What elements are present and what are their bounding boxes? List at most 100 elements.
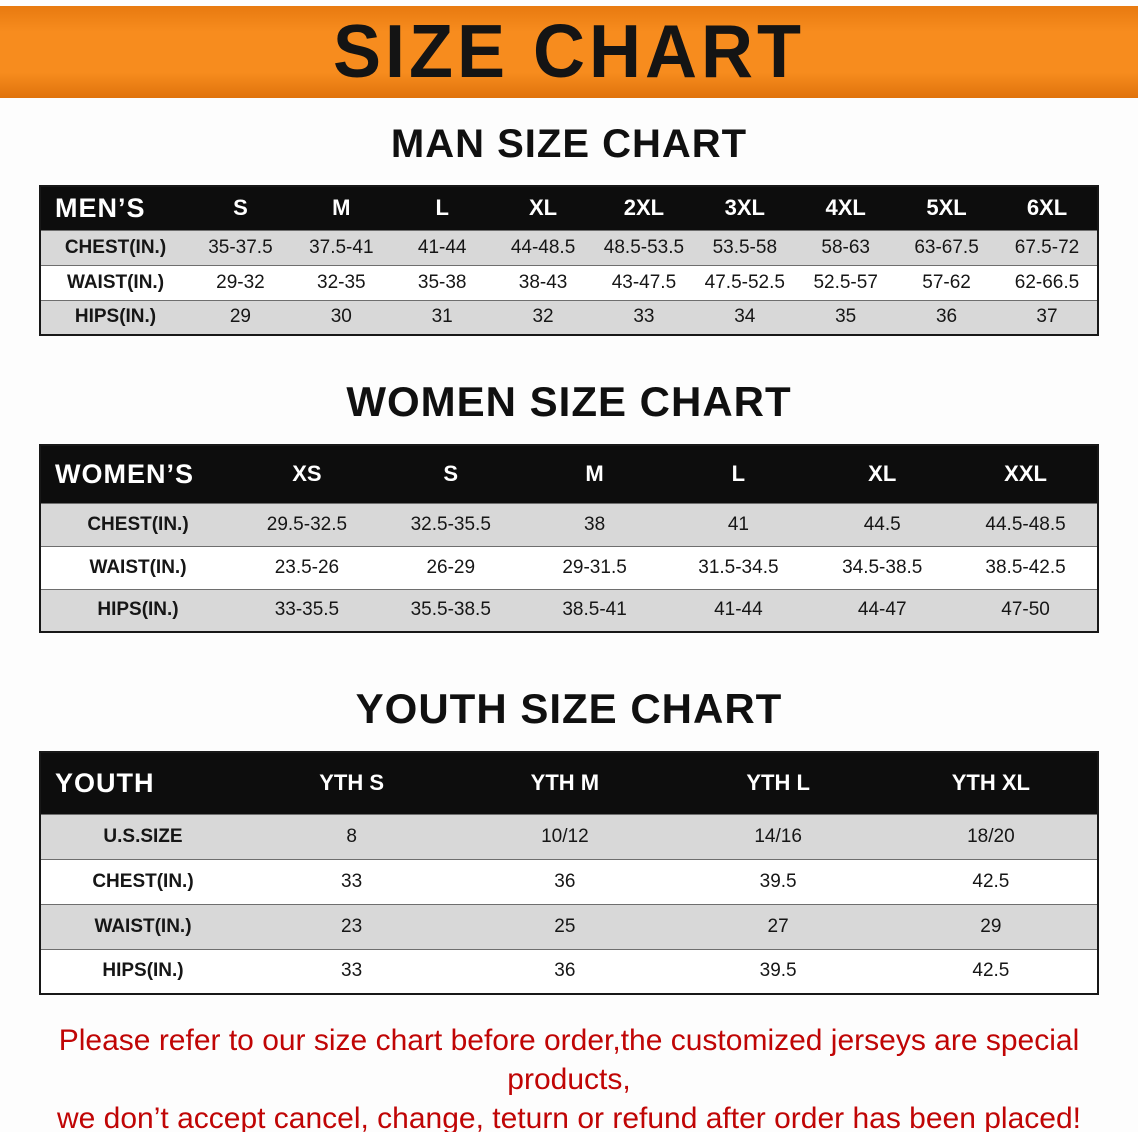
- youth-size-table: YOUTH YTH S YTH M YTH L YTH XL U.S.SIZE 8 10/12…: [39, 751, 1099, 995]
- size-value-cell: 35-37.5: [208, 236, 273, 258]
- size-value-cell: 43-47.5: [611, 271, 677, 293]
- table-title-cell: WOMEN’S: [40, 445, 235, 503]
- size-value-cell: 32: [532, 306, 554, 328]
- size-value-cell: 41-44: [417, 236, 467, 258]
- size-value-cell: 31.5-34.5: [698, 556, 779, 578]
- size-value-cell: 39.5: [759, 960, 797, 982]
- table-row: HIPS(IN.) 33 36 39.5 42.5: [40, 949, 1098, 994]
- table-row: U.S.SIZE 8 10/12 14/16 18/20: [40, 814, 1098, 859]
- size-value-cell: 33: [341, 960, 363, 982]
- size-header-cell: L: [666, 445, 811, 503]
- table-header-row: MEN’S S M L XL 2XL 3XL 4XL 5XL 6XL: [40, 186, 1098, 230]
- size-value-cell: 35: [835, 306, 857, 328]
- size-value-cell: 23.5-26: [274, 556, 340, 578]
- row-label-cell: HIPS(IN.): [102, 960, 184, 982]
- men-size-table: MEN’S S M L XL 2XL 3XL 4XL 5XL 6XL CHEST(IN.) 35-37…: [39, 185, 1099, 336]
- size-value-cell: 58-63: [821, 236, 870, 258]
- row-label-cell: HIPS(IN.): [74, 306, 157, 328]
- table-row: WAIST(IN.) 29-32 32-35 35-38 38-43 43-47.5 47.…: [40, 265, 1098, 300]
- size-value-cell: 63-67.5: [914, 236, 979, 258]
- size-value-cell: 37.5-41: [309, 236, 374, 258]
- man-size-heading: MAN SIZE CHART: [390, 122, 748, 166]
- size-header-cell: L: [391, 186, 493, 230]
- size-value-cell: 67.5-72: [1014, 236, 1080, 258]
- size-value-cell: 34: [734, 306, 756, 328]
- size-header-cell: 5XL: [896, 186, 997, 230]
- size-value-cell: 38.5-41: [562, 599, 627, 621]
- size-value-cell: 47-50: [1001, 599, 1050, 621]
- size-value-cell: 35-38: [417, 271, 467, 293]
- size-value-cell: 32-35: [317, 271, 366, 293]
- size-header-cell: S: [378, 445, 523, 503]
- row-label-cell: CHEST(IN.): [64, 236, 167, 258]
- size-value-cell: 8: [346, 825, 357, 847]
- size-header-cell: XL: [492, 186, 594, 230]
- size-value-cell: 47.5-52.5: [704, 271, 785, 293]
- size-header-cell: 2XL: [593, 186, 695, 230]
- size-header-cell: 3XL: [694, 186, 796, 230]
- size-header-cell: XS: [235, 445, 379, 503]
- row-label-cell: CHEST(IN.): [87, 513, 189, 535]
- size-value-cell: 10/12: [541, 825, 589, 847]
- table-row: HIPS(IN.) 33-35.5 35.5-38.5 38.5-41 41-44 44-…: [40, 589, 1098, 632]
- size-value-cell: 34.5-38.5: [842, 556, 923, 578]
- size-header-cell: YTH S: [245, 752, 459, 814]
- row-label-cell: HIPS(IN.): [97, 599, 179, 621]
- size-value-cell: 31: [431, 306, 453, 328]
- size-header-cell: YTH L: [671, 752, 885, 814]
- size-value-cell: 36: [935, 306, 958, 328]
- size-value-cell: 37: [1036, 306, 1058, 328]
- size-value-cell: 27: [767, 915, 789, 937]
- size-value-cell: 62-66.5: [1014, 271, 1080, 293]
- size-value-cell: 44-47: [857, 599, 907, 621]
- size-value-cell: 29-32: [216, 271, 265, 293]
- table-title-cell: MEN’S: [40, 186, 190, 230]
- size-value-cell: 42.5: [972, 870, 1010, 892]
- size-value-cell: 36: [554, 870, 576, 892]
- size-header-cell: M: [522, 445, 667, 503]
- size-header-cell: XXL: [954, 445, 1098, 503]
- table-row: WAIST(IN.) 23 25 27 29: [40, 904, 1098, 949]
- size-value-cell: 33: [633, 306, 655, 328]
- size-value-cell: 57-62: [922, 271, 971, 293]
- size-header-cell: 6XL: [997, 186, 1098, 230]
- size-value-cell: 38: [584, 513, 606, 535]
- size-header-cell: 4XL: [795, 186, 897, 230]
- women-size-heading: WOMEN SIZE CHART: [346, 378, 792, 425]
- youth-size-heading: YOUTH SIZE CHART: [355, 685, 783, 732]
- row-label-cell: WAIST(IN.): [94, 915, 192, 937]
- table-row: WAIST(IN.) 23.5-26 26-29 29-31.5 31.5-34.5 34…: [40, 546, 1098, 589]
- row-label-cell: WAIST(IN.): [89, 556, 187, 578]
- size-value-cell: 38-43: [518, 271, 568, 293]
- size-value-cell: 41: [727, 513, 749, 535]
- row-label-cell: CHEST(IN.): [92, 870, 194, 892]
- size-value-cell: 44.5: [863, 513, 901, 535]
- size-value-cell: 39.5: [759, 870, 797, 892]
- size-value-cell: 53.5-58: [712, 236, 778, 258]
- size-value-cell: 35.5-38.5: [410, 599, 491, 621]
- size-value-cell: 36: [554, 960, 576, 982]
- row-label-cell: WAIST(IN.): [66, 271, 165, 293]
- table-header-row: YOUTH YTH S YTH M YTH L YTH XL: [40, 752, 1098, 814]
- size-value-cell: 29-31.5: [562, 556, 627, 578]
- size-header-cell: M: [290, 186, 392, 230]
- size-value-cell: 41-44: [714, 599, 763, 621]
- size-value-cell: 18/20: [967, 825, 1015, 847]
- row-label-cell: U.S.SIZE: [103, 825, 183, 847]
- size-value-cell: 26-29: [426, 556, 476, 578]
- size-value-cell: 14/16: [754, 825, 802, 847]
- size-header-cell: YTH XL: [884, 752, 1098, 814]
- disclaimer-line-1: Please refer to our size chart before or…: [58, 1024, 1080, 1096]
- size-header-cell: XL: [810, 445, 955, 503]
- size-value-cell: 33: [341, 870, 363, 892]
- table-row: HIPS(IN.) 29 30 31 32 33 34 35 36 37: [40, 300, 1098, 335]
- size-value-cell: 38.5-42.5: [985, 556, 1066, 578]
- size-value-cell: 29: [229, 306, 251, 328]
- women-size-table: WOMEN’S XS S M L XL XXL CHEST(IN.) 29.5-32.5 32.5…: [39, 444, 1099, 633]
- size-header-cell: S: [190, 186, 291, 230]
- size-value-cell: 48.5-53.5: [603, 236, 685, 258]
- size-value-cell: 42.5: [972, 960, 1010, 982]
- size-value-cell: 32.5-35.5: [410, 513, 491, 535]
- size-value-cell: 33-35.5: [274, 599, 340, 621]
- size-value-cell: 44-48.5: [510, 236, 576, 258]
